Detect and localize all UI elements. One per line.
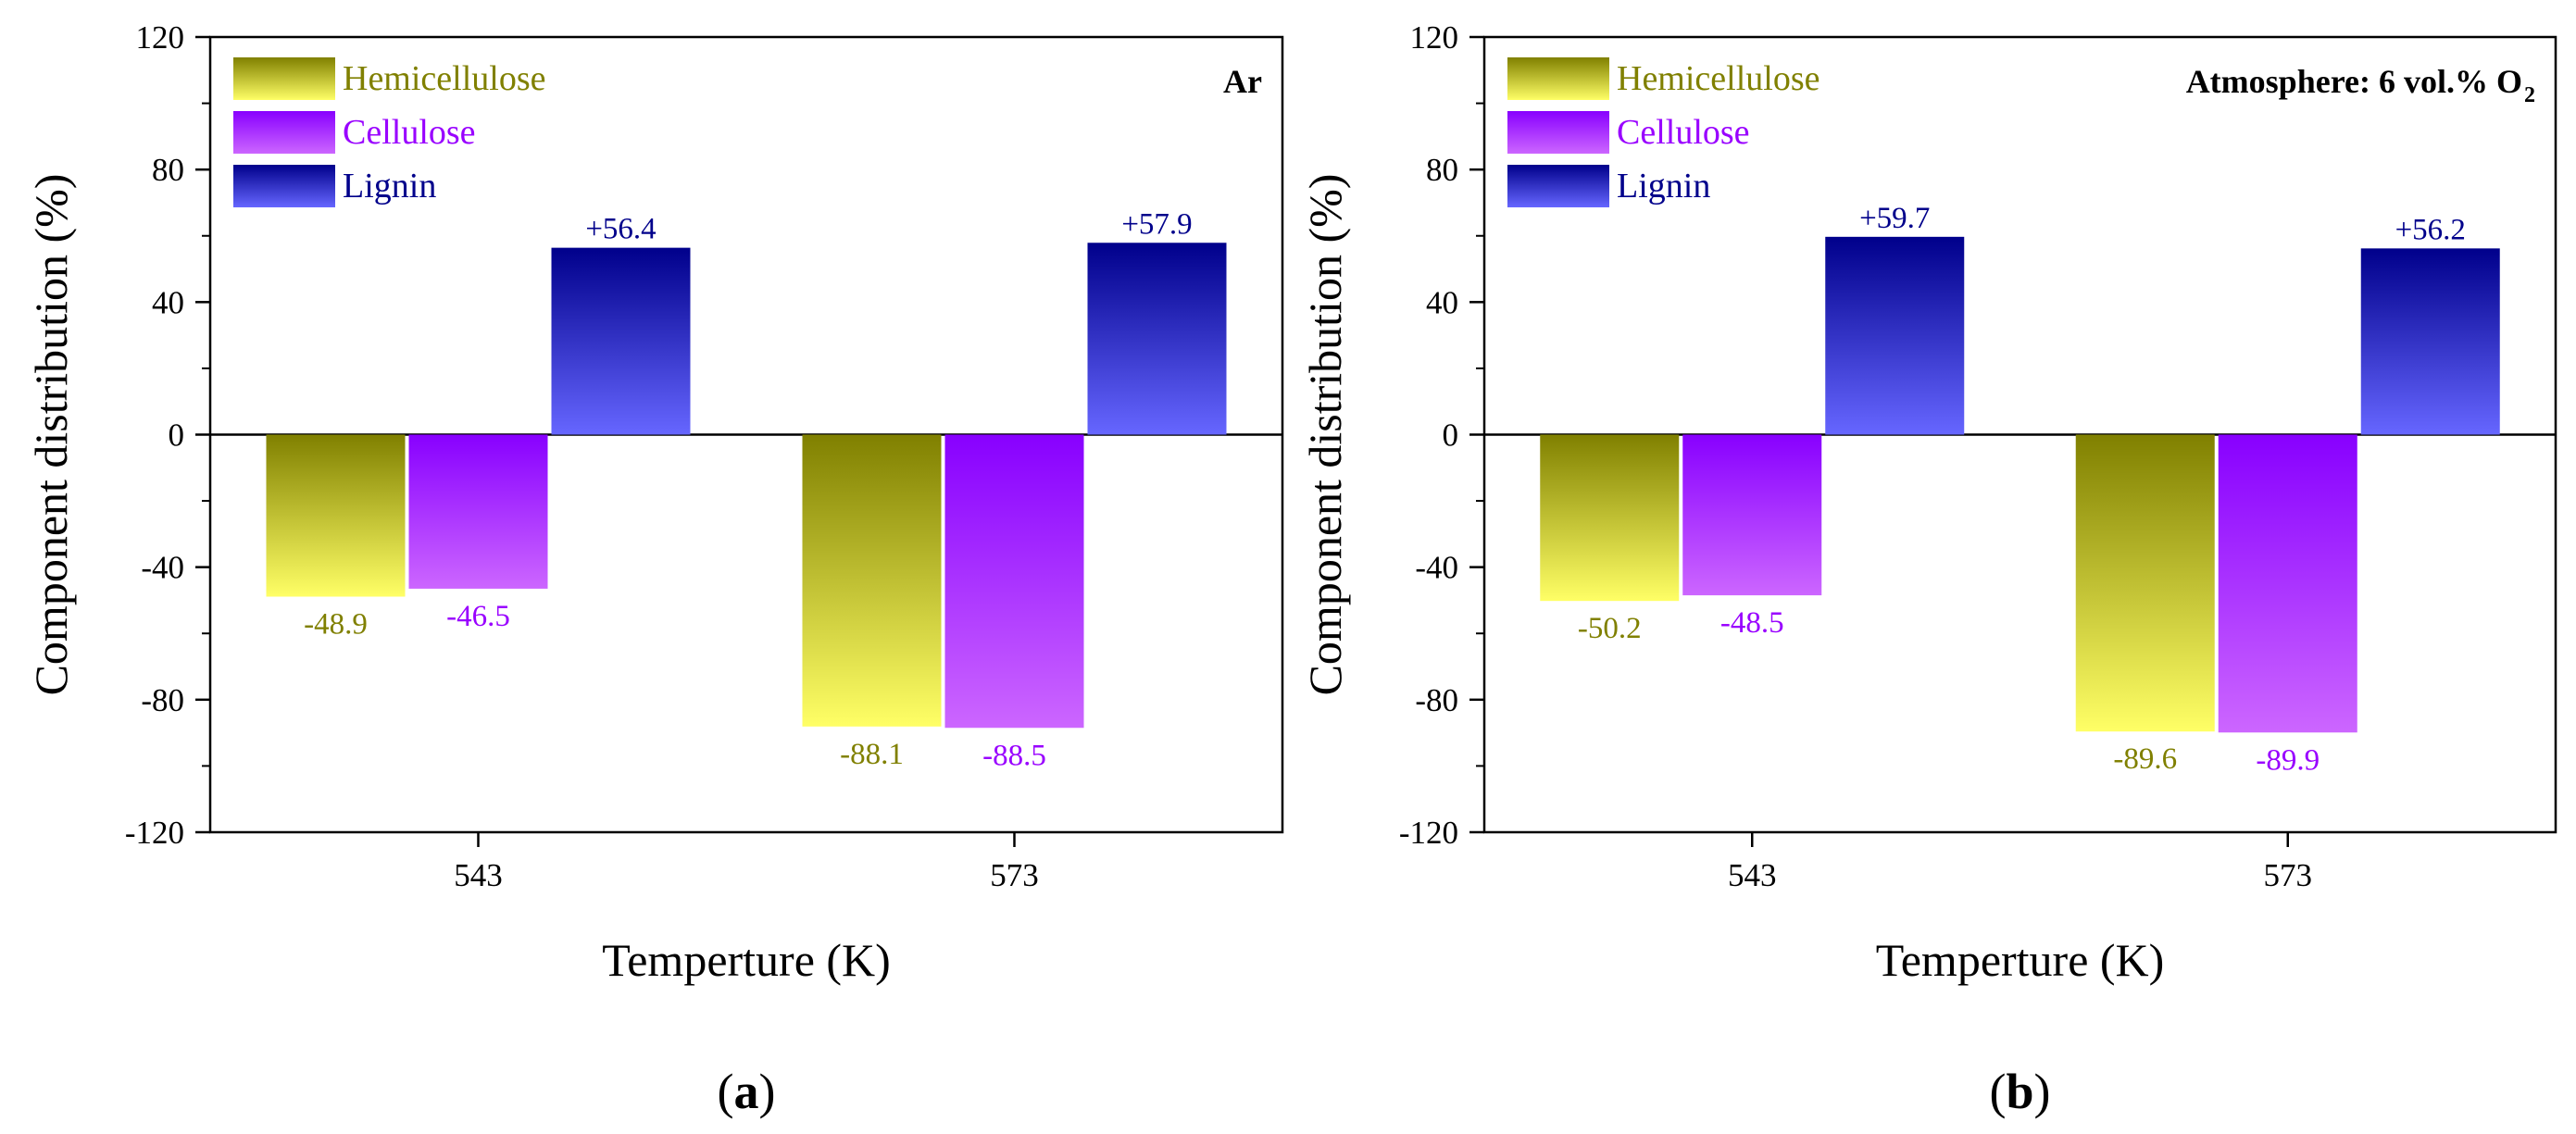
data-label: +57.9 bbox=[1121, 207, 1192, 241]
data-label: -89.6 bbox=[2113, 742, 2177, 776]
y-tick-label: 40 bbox=[152, 284, 184, 320]
bar-hemicellulose-573 bbox=[802, 434, 942, 727]
bar-lignin-573 bbox=[2360, 248, 2500, 435]
data-label: +56.4 bbox=[585, 213, 656, 246]
legend-label-cellulose: Cellulose bbox=[343, 113, 476, 152]
x-tick-label: 573 bbox=[990, 857, 1039, 893]
data-label: +56.2 bbox=[2395, 213, 2466, 246]
data-label: -88.5 bbox=[982, 739, 1046, 772]
data-label: +59.7 bbox=[1859, 202, 1930, 235]
legend-swatch-hemicellulose bbox=[1507, 57, 1609, 100]
y-tick-label: -80 bbox=[1415, 682, 1458, 718]
data-label: -50.2 bbox=[1578, 612, 1642, 645]
legend-swatch-lignin bbox=[1507, 165, 1609, 207]
legend-swatch-hemicellulose bbox=[233, 57, 335, 100]
y-axis-title: Component distribution (%) bbox=[1299, 174, 1351, 696]
bar-lignin-573 bbox=[1087, 243, 1227, 435]
annotation: Atmosphere: 6 vol.% O bbox=[2186, 63, 2522, 100]
legend-label-hemicellulose: Hemicellulose bbox=[1617, 59, 1819, 98]
bar-hemicellulose-573 bbox=[2075, 434, 2215, 732]
data-label: -48.9 bbox=[304, 608, 368, 642]
y-tick-label: -40 bbox=[141, 550, 184, 586]
panel-label: (a) bbox=[718, 1064, 776, 1119]
y-tick-label: 40 bbox=[1426, 284, 1458, 320]
chart-panel-b: 120 80 40 0 -40 -80 -120 543 -50.2 -48.5 +59.7 573 -… bbox=[1299, 19, 2557, 1119]
y-tick-label: 80 bbox=[152, 152, 184, 188]
annotation-subscript: 2 bbox=[2524, 83, 2535, 107]
legend-swatch-cellulose bbox=[233, 111, 335, 154]
bar-hemicellulose-543 bbox=[266, 434, 406, 597]
legend-swatch-cellulose bbox=[1507, 111, 1609, 154]
panel-label-letter: a bbox=[734, 1064, 759, 1119]
panel-label: (b) bbox=[1989, 1064, 2050, 1119]
panel-label-letter: b bbox=[2006, 1064, 2033, 1119]
y-tick-label: 0 bbox=[169, 417, 185, 454]
data-label: -88.1 bbox=[840, 738, 904, 771]
legend-label-hemicellulose: Hemicellulose bbox=[343, 59, 545, 98]
bar-cellulose-543 bbox=[408, 434, 548, 589]
data-label: -46.5 bbox=[446, 600, 510, 633]
y-tick-label: 120 bbox=[136, 19, 185, 56]
legend-label-cellulose: Cellulose bbox=[1617, 113, 1750, 152]
bar-lignin-543 bbox=[551, 247, 691, 435]
bar-lignin-543 bbox=[1825, 236, 1965, 435]
y-tick-label: 120 bbox=[1410, 19, 1459, 56]
x-axis-title: Temperture (K) bbox=[1876, 934, 2165, 986]
legend-label-lignin: Lignin bbox=[1617, 167, 1710, 206]
bar-cellulose-543 bbox=[1682, 434, 1822, 596]
legend-swatch-lignin bbox=[233, 165, 335, 207]
y-tick-label: -120 bbox=[1399, 815, 1458, 851]
bar-cellulose-573 bbox=[944, 434, 1084, 729]
x-tick-label: 573 bbox=[2264, 857, 2313, 893]
chart-panel-a: 120 80 40 0 -40 -80 -120 543 -48.9 -46.5 +56.4 573 -… bbox=[25, 19, 1284, 1119]
y-tick-label: 0 bbox=[1443, 417, 1459, 454]
y-tick-label: -40 bbox=[1415, 550, 1458, 586]
y-axis-title: Component distribution (%) bbox=[25, 174, 77, 696]
data-label: -89.9 bbox=[2256, 743, 2320, 777]
legend-label-lignin: Lignin bbox=[343, 167, 436, 206]
y-tick-label: -120 bbox=[125, 815, 184, 851]
x-axis-title: Temperture (K) bbox=[602, 934, 891, 986]
data-label: -48.5 bbox=[1720, 606, 1784, 640]
x-tick-label: 543 bbox=[1728, 857, 1777, 893]
bar-hemicellulose-543 bbox=[1540, 434, 1680, 602]
x-tick-label: 543 bbox=[454, 857, 503, 893]
annotation: Ar bbox=[1223, 63, 1262, 100]
y-tick-label: 80 bbox=[1426, 152, 1458, 188]
bar-cellulose-573 bbox=[2218, 434, 2357, 733]
y-tick-label: -80 bbox=[141, 682, 184, 718]
